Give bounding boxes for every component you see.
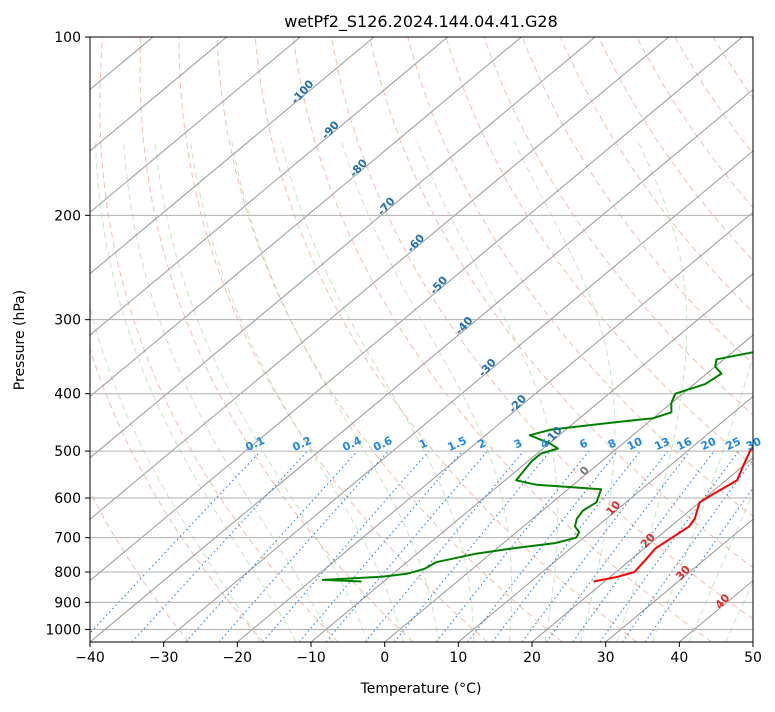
- x-tick-label: 20: [523, 650, 541, 666]
- y-tick-label: 300: [54, 313, 81, 329]
- y-tick-label: 1000: [45, 622, 81, 638]
- x-tick-label: 0: [380, 650, 389, 666]
- y-tick-label: 700: [54, 531, 81, 547]
- y-tick-label: 200: [54, 208, 81, 224]
- x-tick-label: −40: [75, 650, 105, 666]
- y-axis-label: Pressure (hPa): [12, 290, 28, 390]
- y-tick-label: 800: [54, 565, 81, 581]
- chart-title: wetPf2_S126.2024.144.04.41.G28: [284, 12, 558, 32]
- x-tick-label: 40: [670, 650, 688, 666]
- y-tick-label: 600: [54, 491, 81, 507]
- x-tick-label: −30: [149, 650, 179, 666]
- y-tick-label: 500: [54, 444, 81, 460]
- x-axis-label: Temperature (°C): [360, 681, 482, 697]
- x-tick-label: −10: [296, 650, 326, 666]
- x-tick-label: 30: [597, 650, 615, 666]
- y-tick-label: 100: [54, 30, 81, 46]
- x-tick-label: −20: [223, 650, 253, 666]
- x-tick-label: 10: [449, 650, 467, 666]
- y-tick-label: 400: [54, 387, 81, 403]
- y-tick-label: 900: [54, 595, 81, 611]
- x-tick-label: 50: [744, 650, 762, 666]
